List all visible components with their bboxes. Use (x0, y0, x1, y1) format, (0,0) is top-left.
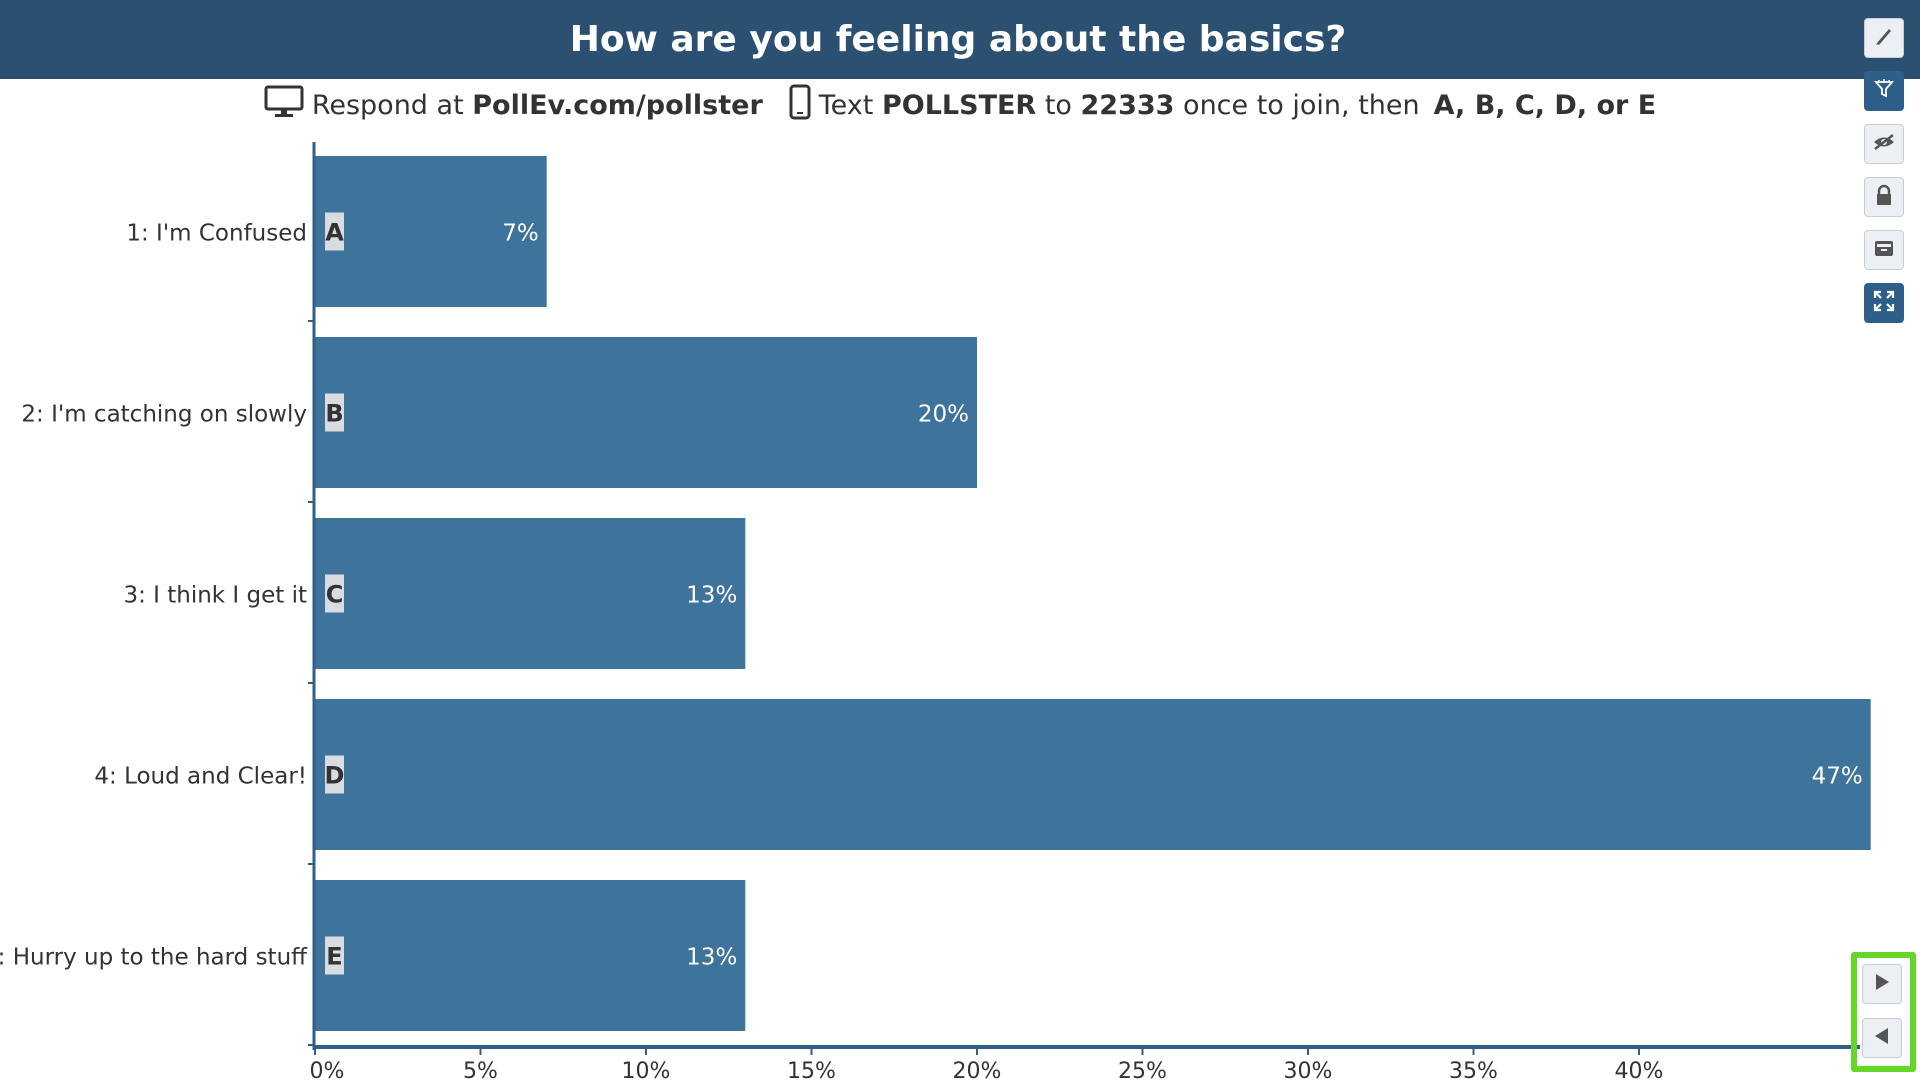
hide-results-button[interactable] (1864, 124, 1904, 164)
letter-label: E (326, 943, 342, 971)
bar-d (315, 699, 1871, 850)
bar-e (315, 880, 746, 1031)
value-label: 13% (686, 583, 737, 609)
bar-a (315, 156, 547, 307)
value-label: 47% (1812, 764, 1863, 790)
bar-chart-svg: 1: I'm Confused A 7% 2: I'm catching on slo… (0, 142, 1871, 1080)
fullscreen-button[interactable] (1864, 283, 1904, 323)
category-label: 4: Loud and Clear! (94, 764, 307, 790)
text-prefix: Text (818, 89, 874, 121)
value-label: 7% (502, 221, 539, 247)
x-tick-label: 25% (1118, 1059, 1167, 1080)
x-tick-label: 15% (787, 1059, 836, 1080)
letter-badge (325, 755, 344, 794)
header-bar: How are you feeling about the basics? (0, 0, 1920, 79)
presenter-toolbar (1864, 18, 1904, 323)
archive-icon (1873, 238, 1895, 262)
x-tick-label: 0% (310, 1059, 345, 1080)
navigation-highlight (1851, 952, 1916, 1072)
letter-label: B (325, 400, 343, 428)
text-to: to (1044, 89, 1072, 121)
letter-label: D (325, 762, 345, 790)
x-tick-label: 30% (1284, 1059, 1333, 1080)
pencil-icon (1873, 25, 1895, 51)
x-tick-label: 40% (1615, 1059, 1664, 1080)
x-tick-label: 20% (953, 1059, 1002, 1080)
funnel-icon (1873, 78, 1895, 104)
lock-icon (1874, 184, 1894, 210)
results-chart: 1: I'm Confused A 7% 2: I'm catching on slo… (0, 140, 1880, 1080)
text-keyword: POLLSTER (881, 89, 1037, 121)
play-right-icon (1874, 973, 1890, 995)
x-tick-label: 5% (463, 1059, 498, 1080)
monitor-icon (264, 85, 304, 126)
bar-c (315, 518, 746, 669)
letter-badge (325, 574, 344, 613)
fullscreen-icon (1872, 289, 1896, 317)
eye-hidden-icon (1872, 132, 1896, 156)
poll-title: How are you feeling about the basics? (569, 19, 1347, 60)
response-choices: A, B, C, D, or E (1433, 89, 1657, 121)
phone-icon (789, 84, 811, 127)
letter-label: A (325, 219, 344, 247)
archive-button[interactable] (1864, 230, 1904, 270)
x-tick-label: 10% (622, 1059, 671, 1080)
pencil-button[interactable] (1864, 18, 1904, 58)
filter-button[interactable] (1864, 71, 1904, 111)
join-instructions: Respond at PollEv.com/pollster Text POLL… (0, 82, 1920, 128)
play-left-icon (1874, 1027, 1890, 1049)
respond-prefix: Respond at (311, 89, 464, 121)
letter-badge (325, 212, 344, 251)
category-label: 2: I'm catching on slowly (21, 402, 307, 428)
letter-label: C (326, 581, 344, 609)
bar-b (315, 337, 977, 488)
category-label: 5: Hurry up to the hard stuff (0, 945, 308, 971)
category-label: 3: I think I get it (123, 583, 307, 609)
value-label: 20% (918, 402, 969, 428)
letter-badge (325, 936, 344, 975)
respond-url: PollEv.com/pollster (472, 89, 763, 121)
previous-button[interactable] (1862, 1018, 1902, 1058)
next-button[interactable] (1862, 964, 1902, 1004)
letter-badge (325, 393, 344, 432)
category-label: 1: I'm Confused (126, 221, 307, 247)
x-tick-label: 35% (1449, 1059, 1498, 1080)
lock-button[interactable] (1864, 177, 1904, 217)
value-label: 13% (686, 945, 737, 971)
text-suffix: once to join, then (1183, 89, 1420, 121)
text-number: 22333 (1080, 89, 1175, 121)
